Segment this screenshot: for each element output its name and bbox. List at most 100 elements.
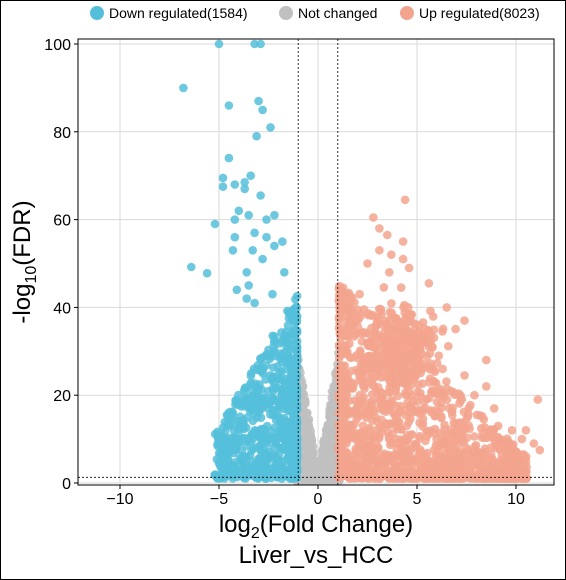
down-regulated-point [218,423,228,433]
up-regulated-point [396,424,406,434]
down-regulated-point [255,454,265,463]
down-regulated-point [292,326,302,335]
x-tick-label: −10 [106,491,133,508]
up-regulated-point [375,246,384,255]
up-regulated-point [480,450,489,459]
up-regulated-point [444,440,453,450]
up-regulated-point [440,392,449,402]
up-regulated-point [383,471,392,481]
up-regulated-point [394,317,403,327]
up-regulated-point [407,357,416,367]
up-regulated-point [442,384,452,393]
up-regulated-point [493,463,502,472]
down-regulated-point [258,105,267,115]
down-regulated-point [266,123,275,132]
up-regulated-point [348,293,357,303]
up-regulated-point [359,392,369,402]
up-regulated-point [363,259,372,268]
up-regulated-point [391,381,401,391]
up-regulated-point [335,288,345,297]
up-regulated-point [379,283,389,292]
plot-border [77,38,555,486]
down-regulated-point [258,254,267,264]
up-regulated-point [385,387,394,397]
up-regulated-point [370,470,380,480]
down-regulated-point [274,427,283,437]
up-regulated-point [450,464,460,473]
up-regulated-point [335,329,345,339]
down-regulated-point [252,382,262,392]
not-changed-point [306,432,316,441]
up-regulated-point [470,446,480,456]
up-regulated-point [416,388,425,398]
not-changed-point [302,467,312,477]
up-regulated-point [345,408,354,417]
down-regulated-point [246,369,256,378]
up-regulated-point [415,447,424,457]
legend-swatch-not-changed [279,6,293,20]
down-regulated-point [245,403,255,412]
up-regulated-point [368,416,377,426]
down-regulated-point [281,337,291,347]
up-regulated-point [378,320,388,330]
up-regulated-point [404,310,413,319]
up-regulated-point [335,367,344,377]
up-regulated-point [395,407,405,416]
up-regulated-point [404,263,414,273]
up-regulated-point [406,337,416,346]
up-regulated-point [367,397,376,407]
down-regulated-point [240,184,249,194]
legend-swatch-up [400,6,414,20]
up-regulated-point [433,386,442,396]
down-regulated-point [215,461,225,470]
down-regulated-point [262,232,271,242]
up-regulated-point [377,393,386,402]
up-regulated-point [449,418,459,427]
up-regulated-point [511,452,521,462]
up-regulated-point [398,448,407,457]
down-regulated-point [230,215,240,224]
up-regulated-point [335,319,344,328]
up-regulated-point [355,289,364,299]
down-regulated-point [292,343,302,353]
up-regulated-point [378,352,387,361]
down-regulated-point [231,434,241,443]
up-regulated-point [415,431,425,441]
down-regulated-point [289,355,299,365]
up-regulated-point [367,368,377,378]
up-regulated-point [391,450,400,460]
down-regulated-point [215,470,225,480]
up-regulated-point [460,316,469,325]
up-regulated-point [485,432,495,442]
up-regulated-point [412,469,422,479]
up-regulated-point [482,382,491,391]
up-regulated-point [445,453,455,463]
up-regulated-point [442,474,452,483]
legend-label-up: Up regulated(8023) [419,5,540,21]
down-regulated-point [259,394,269,403]
down-regulated-point [218,182,228,191]
down-regulated-point [270,241,279,251]
not-changed-point [300,395,310,405]
x-tick-label: 5 [413,491,422,508]
down-regulated-point [252,131,261,141]
up-regulated-point [507,426,517,435]
not-changed-point [307,443,316,453]
not-changed-point [325,413,335,422]
down-regulated-point [239,386,249,396]
up-regulated-point [457,395,467,404]
x-tick-label: 0 [314,491,323,508]
up-regulated-point [411,347,420,357]
up-regulated-point [352,462,361,472]
up-regulated-point [430,458,439,468]
down-regulated-point [226,471,236,480]
down-regulated-point [241,423,251,432]
up-regulated-point [336,308,346,317]
up-regulated-point [335,464,345,473]
up-regulated-point [364,449,373,459]
up-regulated-point [470,432,479,441]
down-regulated-point [276,396,286,406]
down-regulated-point [276,374,286,384]
up-regulated-point [360,384,369,394]
